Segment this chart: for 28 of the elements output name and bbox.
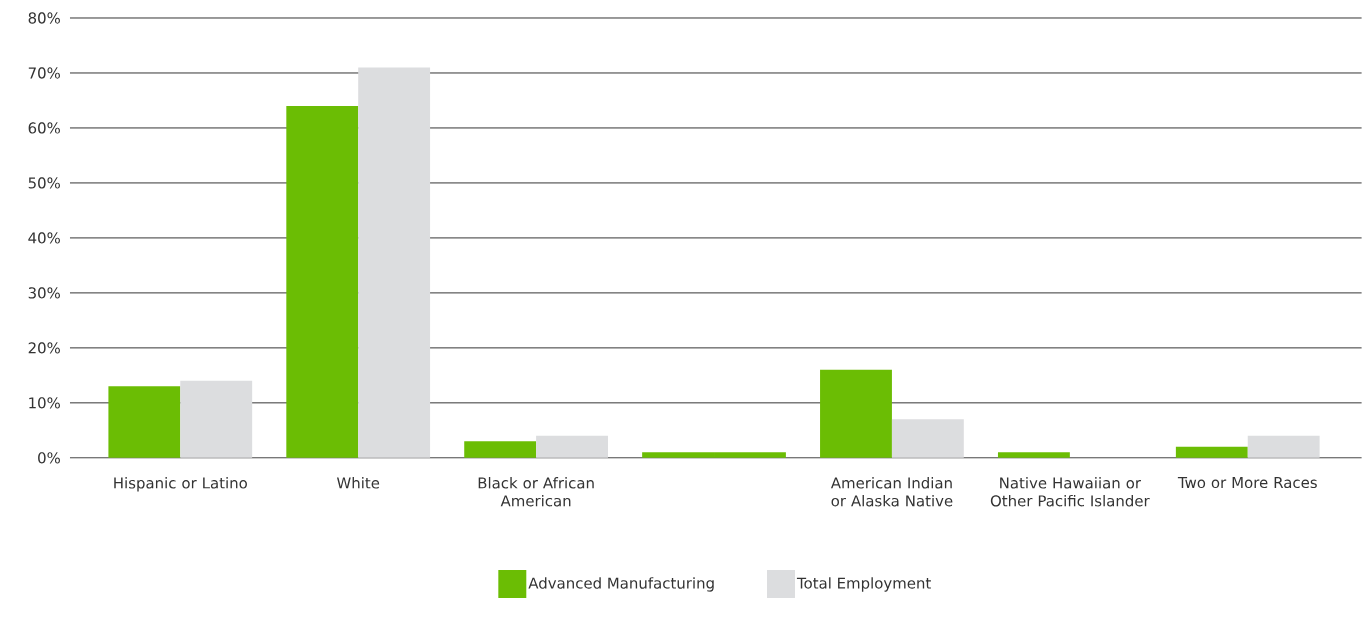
y-tick-label: 30%	[28, 287, 60, 299]
x-tick-label: Hispanic or Latino	[114, 477, 247, 492]
y-tick-label: 50%	[28, 177, 60, 189]
x-tick-label: Black or African American	[478, 477, 594, 507]
bar	[820, 369, 892, 458]
bar	[997, 452, 1070, 458]
bar	[108, 386, 181, 458]
y-tick-label: 70%	[28, 67, 60, 79]
bar	[358, 67, 431, 458]
bar	[891, 419, 964, 458]
y-tick-label: 0%	[38, 452, 60, 464]
x-tick-label: White	[336, 477, 380, 489]
bar	[536, 435, 608, 458]
x-tick-label: Two or More Races	[1177, 477, 1317, 489]
y-tick-label: 20%	[28, 342, 60, 354]
y-tick-label: 10%	[29, 397, 60, 409]
bar	[1247, 435, 1320, 458]
x-tick-label: American Indian or Alaska Native	[830, 477, 953, 507]
y-tick-label: 80%	[28, 12, 60, 24]
y-tick-label: 40%	[28, 232, 60, 244]
legend-label: Advanced Manufacturing	[528, 577, 714, 592]
bar	[286, 106, 359, 458]
bar	[1175, 446, 1248, 458]
y-tick-label: 60%	[28, 122, 60, 134]
legend-label: Total Employment	[796, 577, 931, 592]
bar	[464, 441, 537, 458]
bar	[180, 380, 253, 458]
x-tick-label: Native Hawaiian or Other Pacific Islander	[990, 477, 1150, 507]
